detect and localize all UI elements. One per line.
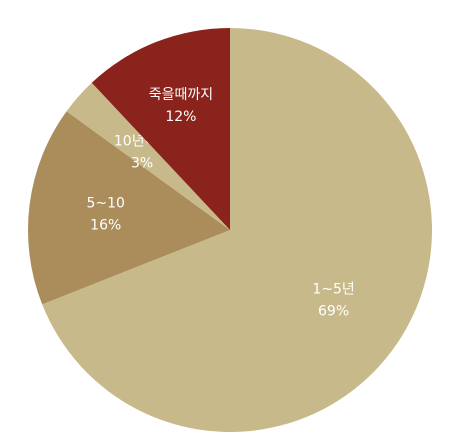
- pie-slice-2: [28, 111, 231, 305]
- pie-slice-4: [91, 28, 230, 230]
- pie-slice-1: [42, 28, 432, 432]
- slice-label-4: 죽을때까지: [149, 87, 213, 103]
- slice-value-3: 3%: [131, 156, 153, 172]
- slice-value-1: 69%: [318, 303, 349, 319]
- slice-value-2: 16%: [90, 217, 121, 233]
- slice-value-4: 12%: [165, 109, 196, 125]
- slice-label-2: 5~10: [87, 195, 125, 211]
- pie-slice-3: [66, 82, 230, 230]
- slice-label-1: 1~5년: [312, 281, 354, 297]
